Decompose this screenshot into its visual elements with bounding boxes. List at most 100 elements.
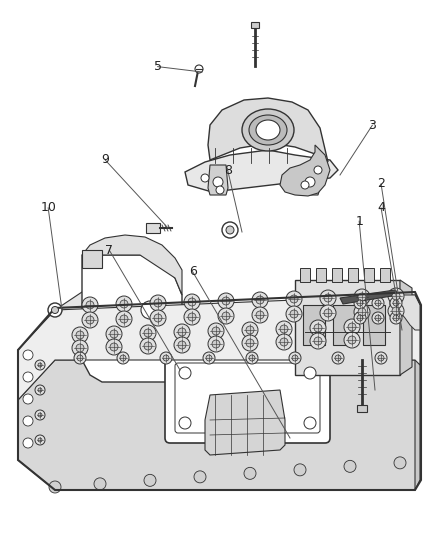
Circle shape (305, 177, 315, 187)
Circle shape (141, 301, 159, 319)
Polygon shape (18, 295, 420, 400)
Circle shape (244, 467, 256, 479)
Circle shape (375, 352, 387, 364)
Bar (380, 268, 390, 282)
Circle shape (354, 289, 370, 305)
Circle shape (35, 385, 45, 395)
Circle shape (372, 312, 384, 324)
Bar (357, 405, 367, 412)
Circle shape (375, 315, 381, 321)
Circle shape (144, 474, 156, 486)
Polygon shape (415, 295, 420, 490)
Circle shape (38, 413, 42, 417)
Bar (316, 268, 326, 282)
Circle shape (310, 320, 326, 336)
Circle shape (357, 315, 363, 321)
Circle shape (77, 355, 83, 361)
Circle shape (86, 316, 94, 324)
Circle shape (23, 372, 33, 382)
Circle shape (23, 394, 33, 404)
Ellipse shape (256, 120, 280, 140)
Circle shape (390, 312, 402, 324)
Circle shape (286, 306, 302, 322)
Circle shape (178, 341, 186, 349)
Circle shape (49, 481, 61, 493)
Circle shape (194, 471, 206, 483)
Polygon shape (18, 290, 85, 400)
Circle shape (290, 310, 298, 318)
Circle shape (358, 293, 366, 301)
Circle shape (390, 297, 402, 309)
Circle shape (117, 352, 129, 364)
Circle shape (116, 311, 132, 327)
Circle shape (393, 315, 399, 321)
Circle shape (48, 303, 62, 317)
Circle shape (72, 327, 88, 343)
Bar (348, 268, 358, 282)
Circle shape (290, 295, 298, 303)
Polygon shape (208, 165, 228, 195)
Circle shape (23, 438, 33, 448)
Circle shape (76, 344, 84, 352)
Circle shape (388, 303, 404, 319)
Circle shape (110, 343, 118, 351)
Circle shape (140, 338, 156, 354)
Text: 2: 2 (377, 177, 385, 190)
Circle shape (206, 355, 212, 361)
Circle shape (252, 292, 268, 308)
Circle shape (154, 314, 162, 322)
Circle shape (150, 295, 166, 311)
Circle shape (23, 350, 33, 360)
Circle shape (212, 327, 220, 335)
Circle shape (179, 417, 191, 429)
Circle shape (301, 181, 309, 189)
Circle shape (294, 464, 306, 476)
Bar (146, 223, 160, 233)
Circle shape (392, 307, 400, 315)
Circle shape (256, 296, 264, 304)
Circle shape (218, 293, 234, 309)
Circle shape (110, 330, 118, 338)
Ellipse shape (249, 115, 287, 145)
Circle shape (314, 337, 322, 345)
Circle shape (222, 222, 238, 238)
Circle shape (116, 296, 132, 312)
Circle shape (344, 319, 360, 335)
Circle shape (76, 331, 84, 339)
Circle shape (344, 461, 356, 472)
Circle shape (120, 355, 126, 361)
Circle shape (392, 292, 400, 300)
Circle shape (320, 290, 336, 306)
Circle shape (106, 326, 122, 342)
Bar (333, 305, 355, 345)
Circle shape (276, 321, 292, 337)
Circle shape (82, 312, 98, 328)
Circle shape (188, 313, 196, 321)
Circle shape (358, 308, 366, 316)
Circle shape (304, 367, 316, 379)
Circle shape (201, 174, 209, 182)
Polygon shape (400, 280, 412, 375)
Text: 3: 3 (368, 119, 376, 132)
Circle shape (160, 352, 172, 364)
Bar (300, 268, 310, 282)
FancyBboxPatch shape (165, 353, 330, 443)
Text: 5: 5 (154, 60, 162, 73)
Circle shape (394, 457, 406, 469)
Circle shape (38, 438, 42, 442)
Circle shape (289, 352, 301, 364)
Circle shape (106, 339, 122, 355)
Circle shape (35, 410, 45, 420)
Circle shape (357, 300, 363, 306)
Text: 4: 4 (377, 201, 385, 214)
Circle shape (242, 335, 258, 351)
Circle shape (388, 288, 404, 304)
Text: 6: 6 (189, 265, 197, 278)
Circle shape (178, 328, 186, 336)
Bar (295, 280, 400, 375)
Circle shape (208, 323, 224, 339)
Circle shape (252, 307, 268, 323)
Circle shape (314, 166, 322, 174)
Circle shape (195, 65, 203, 73)
Circle shape (188, 298, 196, 306)
